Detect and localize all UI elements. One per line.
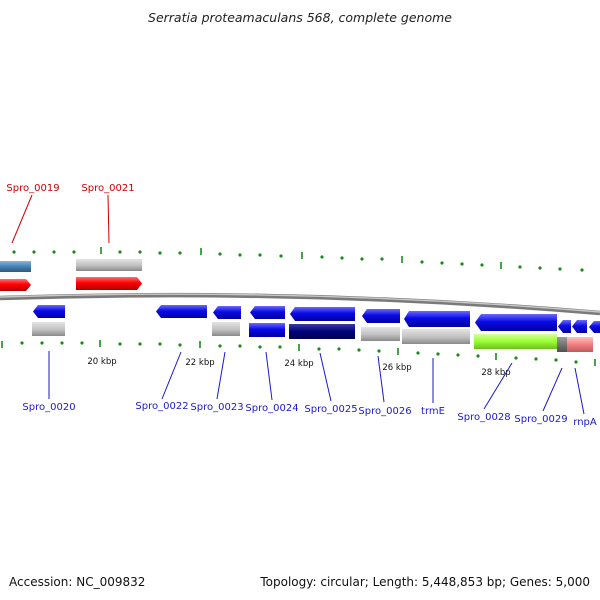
gene-spro-0021-arrow[interactable] [76,277,142,290]
scale-label-28kbp: 28 kbp [481,368,510,378]
gene-label-spro-0023[interactable]: Spro_0023 [190,402,243,413]
genome-backbone-highlight [0,293,600,313]
scale-label-22kbp: 22 kbp [185,358,214,368]
scale-label-26kbp: 26 kbp [382,363,411,373]
gene-spro-0021-rna[interactable] [76,259,142,271]
gene-trme-cds[interactable] [404,311,470,327]
gene-label-rnpa[interactable]: rnpA [573,417,597,428]
gene-label-spro-0024[interactable]: Spro_0024 [245,403,298,414]
gene-spro-0029-cds-2[interactable] [572,320,587,333]
outer-tick-ring [12,247,584,272]
forward-label-leaders [11,194,110,244]
gene-spro-0029-cds[interactable] [558,320,571,333]
map-title: Serratia proteamaculans 568, complete ge… [148,10,452,25]
gene-spro-0020-cds[interactable] [33,305,65,318]
reverse-label-leaders [48,351,585,415]
inner-tick-ring [1,340,596,366]
gene-label-spro-0021[interactable]: Spro_0021 [81,183,134,194]
gene-spro-0026-rna[interactable] [361,327,400,341]
gene-spro-0028-block[interactable] [474,334,557,349]
accession-text: Accession: NC_009832 [9,575,145,589]
gene-rnpa-cds[interactable] [589,321,600,333]
forward-strand-features [0,259,142,291]
gene-spro-0022-cds[interactable] [156,305,207,318]
gene-rnpa-block[interactable] [567,337,593,352]
gene-spro-0019-cds[interactable] [0,261,31,272]
gene-spro-0025-cds[interactable] [290,307,355,321]
gene-label-spro-0019[interactable]: Spro_0019 [6,183,59,194]
gene-spro-0029-block[interactable] [557,337,567,352]
scale-labels: 20 kbp 22 kbp 24 kbp 26 kbp 28 kbp [87,357,510,378]
scale-label-20kbp: 20 kbp [87,357,116,367]
gene-spro-0025-block[interactable] [289,324,355,339]
genome-backbone [0,292,600,316]
gene-label-spro-0025[interactable]: Spro_0025 [304,404,357,415]
gene-label-trme[interactable]: trmE [421,406,445,417]
forward-gene-labels: Spro_0019 Spro_0021 [6,183,134,194]
gene-spro-0020-rna[interactable] [32,322,65,336]
reverse-strand-features [32,305,600,352]
reverse-gene-labels: Spro_0020 Spro_0022 Spro_0023 Spro_0024 … [22,401,596,428]
gene-spro-0024-cds[interactable] [250,306,285,319]
gene-spro-0024-block[interactable] [249,323,285,337]
gene-spro-0023-rna[interactable] [212,322,240,336]
gene-label-spro-0028[interactable]: Spro_0028 [457,412,510,423]
gene-trme-rna[interactable] [402,329,470,344]
gene-label-spro-0029[interactable]: Spro_0029 [514,414,567,425]
gene-label-spro-0026[interactable]: Spro_0026 [358,406,411,417]
gene-spro-0028-cds[interactable] [475,314,557,331]
gene-spro-0023-cds[interactable] [213,306,241,319]
genome-summary-text: Topology: circular; Length: 5,448,853 bp… [259,575,590,589]
gene-spro-0019-arrow[interactable] [0,279,31,291]
gene-label-spro-0020[interactable]: Spro_0020 [22,402,75,413]
gene-spro-0026-cds[interactable] [362,309,400,323]
gene-label-spro-0022[interactable]: Spro_0022 [135,401,188,412]
scale-label-24kbp: 24 kbp [284,359,313,369]
